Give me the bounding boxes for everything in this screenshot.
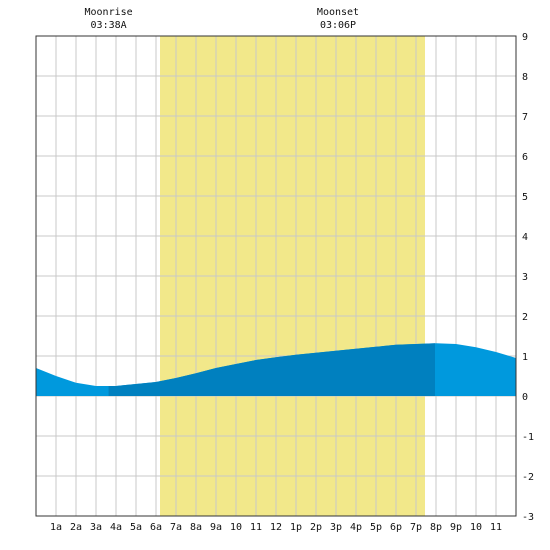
x-tick-label: 8p [430,522,442,533]
plot-frame [35,35,517,517]
x-tick-label: 6p [390,522,402,533]
x-tick-label: 6a [150,522,162,533]
y-tick-label: 3 [522,272,528,283]
y-tick-label: -2 [522,472,534,483]
y-tick-label: 6 [522,152,528,163]
y-tick-label: 9 [522,32,528,43]
x-tick-label: 1p [290,522,302,533]
y-tick-label: 7 [522,112,528,123]
x-tick-label: 2a [70,522,82,533]
y-axis-ticks: -3 -2 -1 0 1 2 3 4 5 6 7 8 9 [522,32,534,523]
x-tick-label: 5a [130,522,142,533]
y-tick-label: -1 [522,432,534,443]
x-tick-label: 11 [490,522,502,533]
x-tick-label: 5p [370,522,382,533]
x-tick-label: 10 [470,522,482,533]
x-tick-label: 3a [90,522,102,533]
x-tick-label: 1a [50,522,62,533]
x-tick-label: 4a [110,522,122,533]
tide-area-layer [36,343,516,396]
y-tick-label: 2 [522,312,528,323]
x-tick-label: 3p [330,522,342,533]
x-tick-label: 9p [450,522,462,533]
tide-area-shaded [108,343,435,396]
y-tick-label: 0 [522,392,528,403]
x-tick-label: 2p [310,522,322,533]
x-tick-label: 10 [230,522,242,533]
y-tick-label: -3 [522,512,534,523]
x-tick-label: 4p [350,522,362,533]
moon-event-label: Moonset [317,7,359,18]
gridlines [36,36,516,516]
y-tick-label: 4 [522,232,528,243]
y-tick-label: 8 [522,72,528,83]
moon-event-time: 03:38A [91,20,127,31]
moon-event-time: 03:06P [320,20,356,31]
x-axis-ticks: 1a 2a 3a 4a 5a 6a 7a 8a 9a 10 11 12 1p 2p 3p 4p 5p 6p 7p 8p… [50,522,502,533]
y-tick-label: 5 [522,192,528,203]
x-tick-label: 7p [410,522,422,533]
x-tick-label: 12 [270,522,282,533]
moon-events: Moonrise 03:38A Moonset 03:06P [85,7,360,31]
x-tick-label: 8a [190,522,202,533]
y-tick-label: 1 [522,352,528,363]
moon-event-label: Moonrise [85,7,133,18]
x-tick-label: 9a [210,522,222,533]
x-tick-label: 7a [170,522,182,533]
x-tick-label: 11 [250,522,262,533]
